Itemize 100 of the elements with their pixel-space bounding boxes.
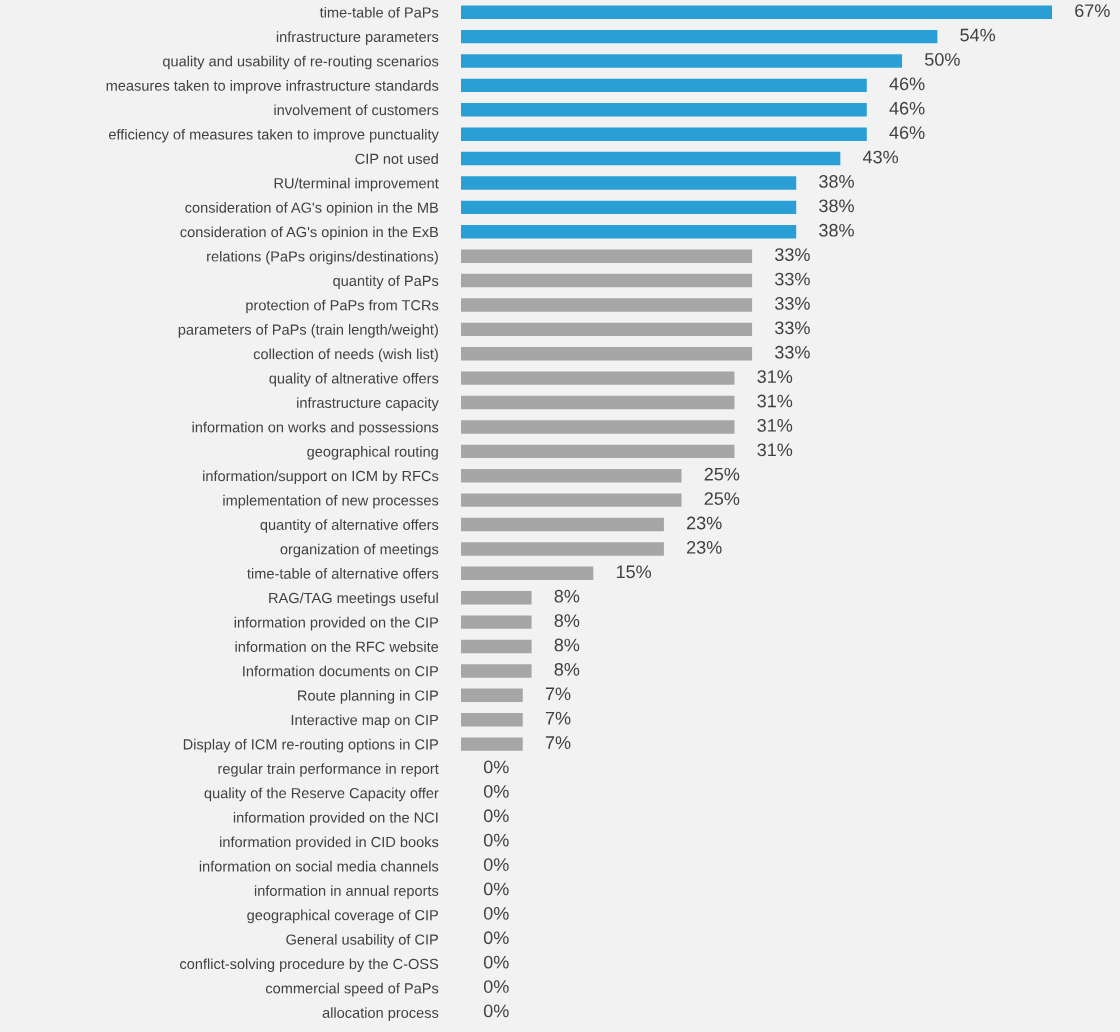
bar — [461, 615, 532, 629]
data-label: 46% — [889, 101, 925, 115]
y-tick-label: information provided on the NCI — [233, 812, 438, 826]
y-tick-label: regular train performance in report — [218, 763, 439, 777]
y-tick-label: collection of needs (wish list) — [253, 348, 438, 363]
data-label: 33% — [775, 248, 810, 262]
data-label: 23% — [687, 516, 722, 530]
data-label: 0% — [483, 858, 509, 871]
data-label: 50% — [925, 53, 960, 66]
data-label: 0% — [483, 980, 509, 993]
bar — [461, 249, 753, 263]
y-tick-label: consideration of AG's opinion in the MB — [185, 202, 439, 216]
y-tick-label: infrastructure parameters — [276, 31, 439, 45]
data-label: 46% — [889, 77, 925, 91]
y-tick-label: CIP not used — [355, 153, 438, 165]
data-label: 31% — [757, 419, 793, 432]
bar — [461, 225, 797, 239]
data-label: 38% — [819, 175, 854, 188]
data-label: 38% — [819, 199, 854, 213]
bar — [461, 591, 532, 605]
y-tick-label: implementation of new processes — [223, 494, 439, 509]
y-tick-label: information on social media channels — [199, 860, 439, 872]
bar — [461, 371, 735, 385]
bar — [461, 517, 664, 532]
y-tick-label: parameters of PaPs (train length/weight) — [178, 324, 438, 338]
y-tick-label: information provided in CID books — [220, 836, 439, 851]
bar — [461, 469, 682, 483]
y-tick-label: quantity of PaPs — [333, 275, 439, 289]
bar — [461, 737, 523, 751]
y-tick-label: quality of the Reserve Capacity offer — [204, 787, 439, 802]
bar — [461, 688, 523, 703]
y-tick-label: RAG/TAG meetings useful — [269, 592, 438, 607]
data-label: 0% — [483, 931, 509, 945]
bar — [461, 273, 753, 288]
bar — [461, 420, 735, 434]
data-label: 31% — [757, 443, 793, 457]
y-tick-label: information on works and possessions — [192, 421, 439, 436]
y-tick-label: infrastructure capacity — [297, 397, 439, 411]
data-label: 8% — [554, 614, 580, 627]
data-label: 54% — [960, 28, 996, 42]
y-tick-label: information/support on ICM by RFCs — [203, 470, 439, 485]
y-tick-label: geographical routing — [307, 446, 438, 460]
y-tick-label: conflict-solving procedure by the C-OSS — [180, 958, 439, 972]
y-tick-label: information on the RFC website — [235, 641, 439, 652]
data-label: 0% — [483, 833, 509, 847]
bar — [461, 566, 594, 581]
y-tick-label: quality of altnerative offers — [269, 372, 439, 387]
data-label: 23% — [687, 541, 722, 554]
bar — [461, 493, 682, 507]
data-label: 25% — [704, 492, 740, 505]
y-tick-label: General usability of CIP — [286, 934, 439, 948]
bar — [461, 176, 797, 190]
y-tick-label: information provided on the CIP — [234, 616, 439, 631]
data-label: 38% — [819, 223, 854, 237]
data-label: 8% — [554, 662, 580, 676]
data-label: 31% — [757, 394, 793, 408]
bar — [461, 298, 753, 312]
bar — [461, 29, 938, 44]
bar — [461, 542, 664, 556]
data-label: 0% — [483, 1004, 509, 1018]
bar — [461, 5, 1053, 19]
data-label: 8% — [554, 589, 580, 603]
bar — [461, 200, 797, 215]
data-label: 0% — [483, 882, 509, 896]
y-tick-label: Interactive map on CIP — [291, 714, 439, 729]
data-label: 25% — [704, 467, 740, 481]
data-label: 33% — [775, 345, 810, 359]
y-tick-label: Route planning in CIP — [298, 690, 439, 704]
bar — [461, 322, 753, 337]
data-label: 15% — [616, 565, 652, 579]
y-tick-label: measures taken to improve infrastructure standards — [106, 80, 439, 94]
y-tick-label: quality and usability of re-routing scenarios — [162, 55, 439, 70]
y-tick-label: involvement of customers — [274, 104, 439, 116]
y-tick-label: Information documents on CIP — [243, 665, 439, 677]
y-tick-label: information in annual reports — [254, 885, 439, 899]
bar — [461, 347, 753, 361]
y-tick-label: RU/terminal improvement — [274, 177, 439, 192]
data-label: 0% — [483, 760, 509, 774]
y-tick-label: commercial speed of PaPs — [265, 982, 439, 997]
data-label: 0% — [483, 784, 509, 798]
data-label: 7% — [545, 687, 571, 701]
data-label: 8% — [554, 638, 580, 652]
bar — [461, 54, 903, 68]
bar — [461, 127, 867, 141]
y-tick-label: time-table of alternative offers — [247, 568, 439, 579]
data-label: 46% — [889, 126, 925, 140]
data-label: 0% — [483, 906, 509, 920]
bar — [461, 103, 867, 117]
data-label: 0% — [483, 809, 509, 823]
y-tick-label: quantity of alternative offers — [260, 519, 439, 533]
data-label: 33% — [775, 297, 810, 310]
bar — [461, 444, 735, 459]
data-label: 0% — [483, 955, 509, 969]
y-tick-label: geographical coverage of CIP — [247, 909, 439, 924]
bar — [461, 78, 867, 93]
y-tick-label: time-table of PaPs — [319, 6, 439, 18]
bar — [461, 639, 532, 654]
data-label: 67% — [1075, 4, 1110, 18]
y-tick-label: allocation process — [322, 1007, 439, 1021]
data-label: 33% — [775, 321, 810, 335]
